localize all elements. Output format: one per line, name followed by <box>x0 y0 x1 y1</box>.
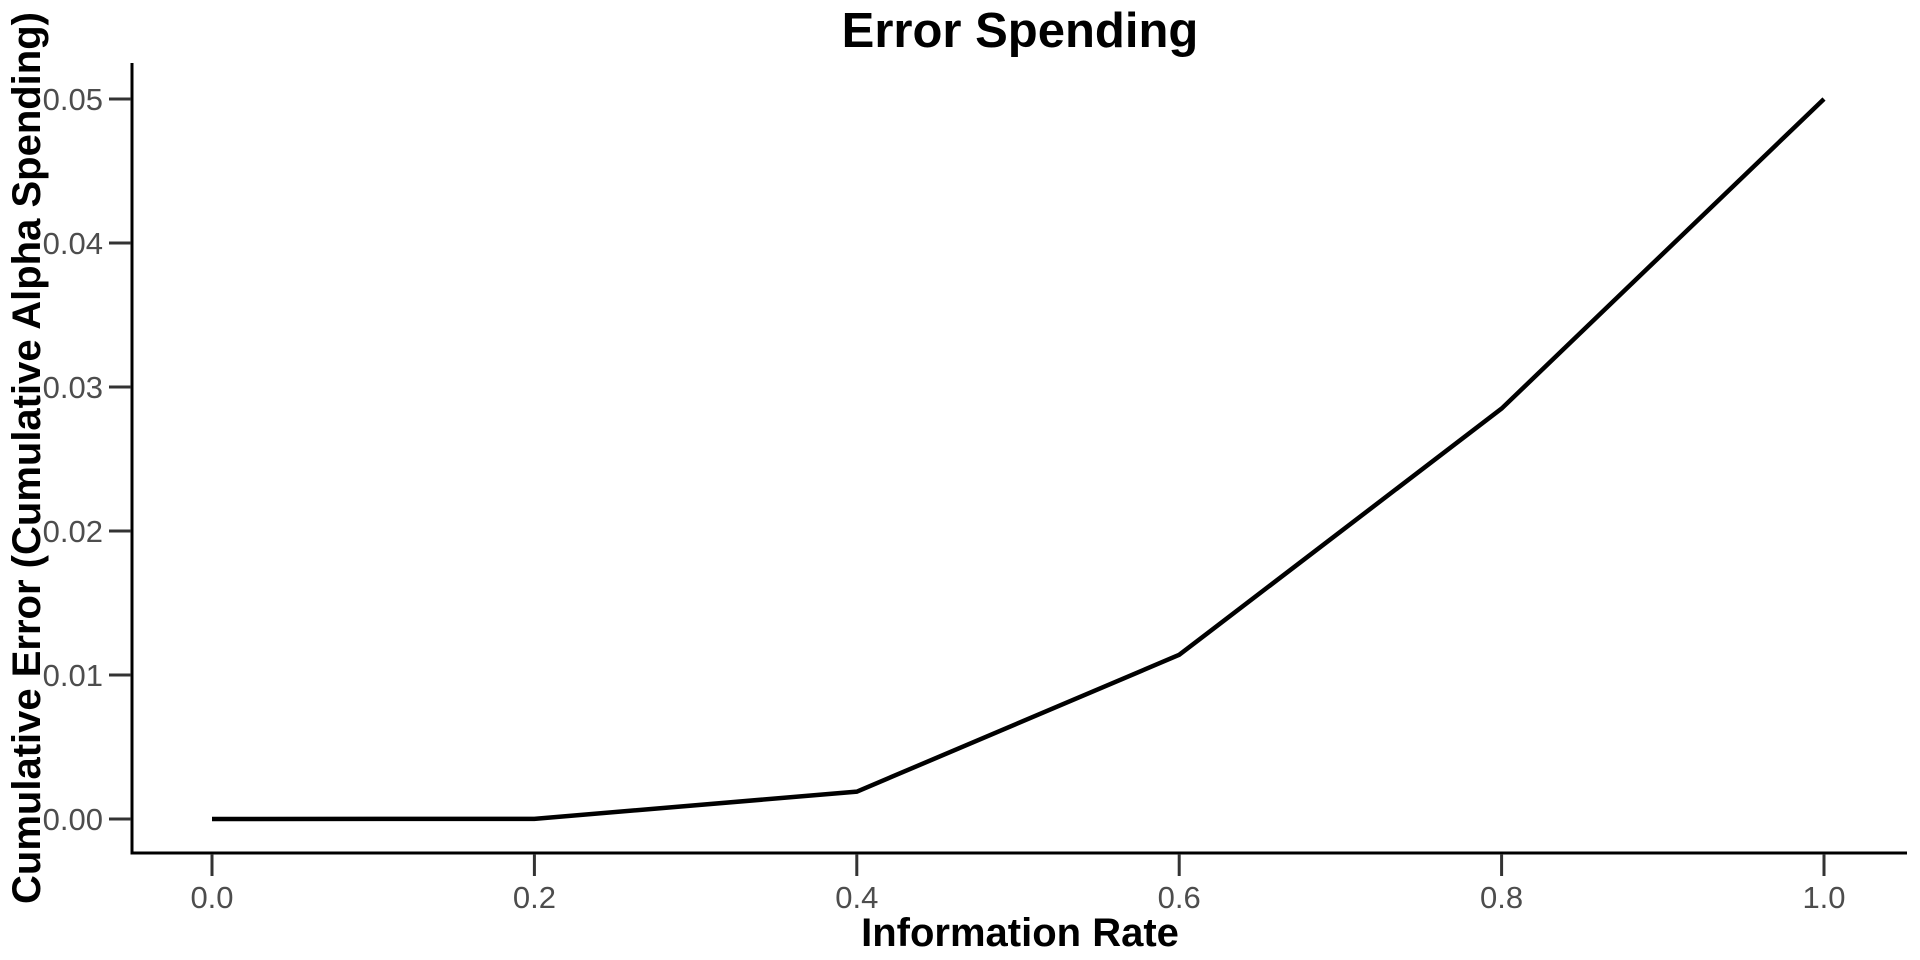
y-tick-label: 0.02 <box>43 514 103 549</box>
x-tick-label: 0.0 <box>190 880 233 915</box>
axes: 0.0 0.2 0.4 0.6 0.8 1.0 0.00 0.01 0.02 0.03 0.04 0.… <box>43 63 1907 915</box>
y-tick-label: 0.03 <box>43 370 103 405</box>
x-tick-label: 0.6 <box>1158 880 1201 915</box>
y-axis-title: Cumulative Error (Cumulative Alpha Spend… <box>5 12 49 904</box>
spending-curve <box>211 97 1826 822</box>
x-tick-label: 0.4 <box>835 880 878 915</box>
series-line-layer <box>211 97 1826 822</box>
y-tick-label: 0.00 <box>43 802 103 837</box>
chart-title: Error Spending <box>842 4 1199 58</box>
x-axis-title: Information Rate <box>861 911 1179 955</box>
x-tick-label: 0.8 <box>1480 880 1523 915</box>
y-tick-label: 0.05 <box>43 82 103 117</box>
x-tick-label: 0.2 <box>513 880 556 915</box>
x-tick-label: 1.0 <box>1802 880 1845 915</box>
y-tick-label: 0.01 <box>43 658 103 693</box>
y-tick-label: 0.04 <box>43 226 103 261</box>
